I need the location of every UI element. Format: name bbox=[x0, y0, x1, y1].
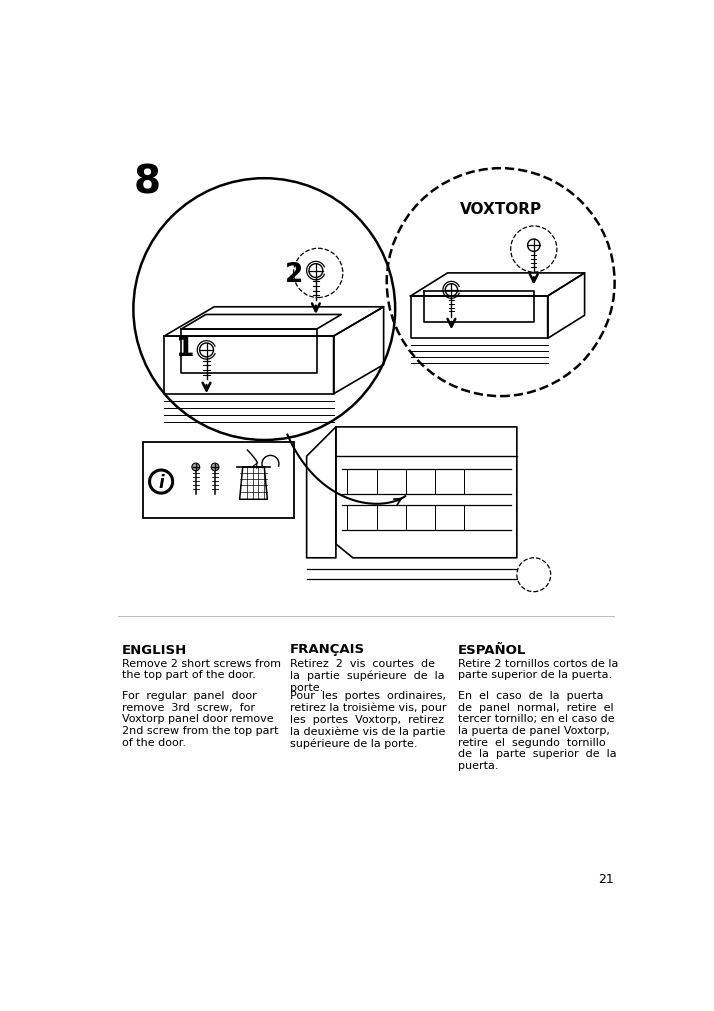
Text: En  el  caso  de  la  puerta
de  panel  normal,  retire  el
tercer tornillo; en : En el caso de la puerta de panel normal,… bbox=[458, 691, 616, 770]
Text: Pour  les  portes  ordinaires,
retirez la troisième vis, pour
les  portes  Voxto: Pour les portes ordinaires, retirez la t… bbox=[290, 691, 446, 749]
Circle shape bbox=[211, 464, 219, 471]
Text: Retire 2 tornillos cortos de la
parte superior de la puerta.: Retire 2 tornillos cortos de la parte su… bbox=[458, 658, 618, 679]
Text: 21: 21 bbox=[598, 872, 614, 886]
Text: For  regular  panel  door
remove  3rd  screw,  for
Voxtorp panel door remove
2nd: For regular panel door remove 3rd screw,… bbox=[122, 691, 278, 747]
Text: ENGLISH: ENGLISH bbox=[122, 643, 187, 656]
Circle shape bbox=[192, 464, 200, 471]
Text: Retirez  2  vis  courtes  de
la  partie  supérieure  de  la
porte.: Retirez 2 vis courtes de la partie supér… bbox=[290, 658, 444, 692]
Text: ESPAÑOL: ESPAÑOL bbox=[458, 643, 526, 656]
Text: 8: 8 bbox=[134, 164, 161, 201]
Text: 2: 2 bbox=[285, 262, 303, 288]
Text: i: i bbox=[159, 473, 164, 491]
Text: VOXTORP: VOXTORP bbox=[460, 201, 542, 216]
Text: 1: 1 bbox=[176, 336, 194, 362]
Text: Remove 2 short screws from
the top part of the door.: Remove 2 short screws from the top part … bbox=[122, 658, 281, 679]
Text: FRANÇAIS: FRANÇAIS bbox=[290, 643, 365, 656]
